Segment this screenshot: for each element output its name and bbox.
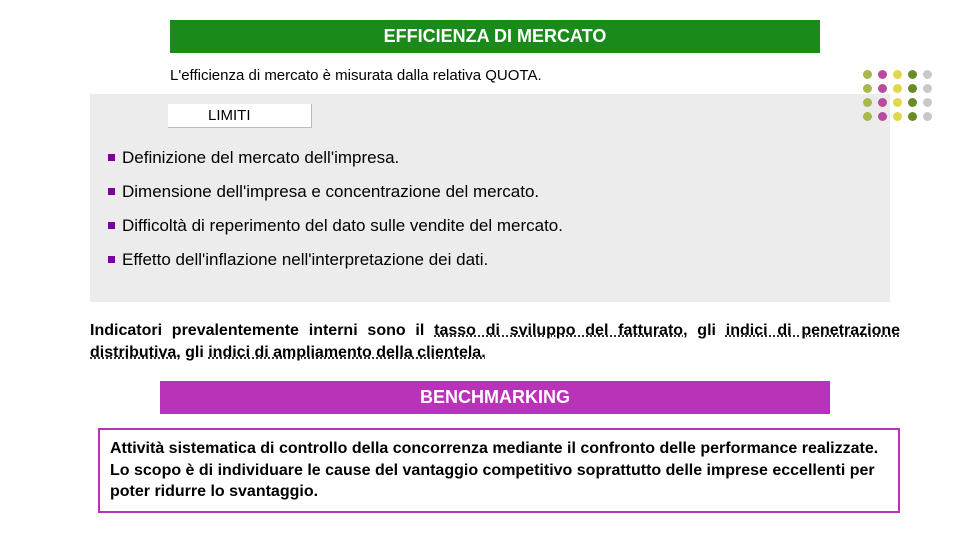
dot [893, 112, 902, 121]
underlined-term: indici di ampliamento della clientela. [208, 344, 485, 361]
list-item: Definizione del mercato dell'impresa. [108, 148, 872, 168]
decorative-dots [863, 70, 932, 121]
dot [878, 112, 887, 121]
dot [878, 70, 887, 79]
dot [893, 70, 902, 79]
dot [923, 112, 932, 121]
dots-col [923, 70, 932, 121]
dot [863, 84, 872, 93]
list-item: Effetto dell'inflazione nell'interpretaz… [108, 250, 872, 270]
limits-list: Definizione del mercato dell'impresa. Di… [108, 148, 872, 270]
dot [908, 70, 917, 79]
list-item: Dimensione dell'impresa e concentrazione… [108, 182, 872, 202]
intro-text: L'efficienza di mercato è misurata dalla… [170, 67, 900, 84]
text: Indicatori prevalentemente interni sono … [90, 322, 434, 339]
benchmarking-definition: Attività sistematica di controllo della … [98, 428, 900, 513]
dot [893, 98, 902, 107]
dot [908, 112, 917, 121]
dots-col [893, 70, 902, 121]
dot [878, 84, 887, 93]
dot [863, 112, 872, 121]
limits-panel: LIMITI Definizione del mercato dell'impr… [90, 94, 890, 302]
indicators-paragraph: Indicatori prevalentemente interni sono … [90, 320, 900, 363]
dot [878, 98, 887, 107]
dot [923, 84, 932, 93]
text: , gli [683, 322, 726, 339]
dot [893, 84, 902, 93]
dot [923, 70, 932, 79]
section-header-benchmarking: BENCHMARKING [160, 381, 830, 414]
dot [908, 98, 917, 107]
dot [908, 84, 917, 93]
dots-col [878, 70, 887, 121]
section-header-efficienza: EFFICIENZA DI MERCATO [170, 20, 820, 53]
dots-col [863, 70, 872, 121]
dots-col [908, 70, 917, 121]
dot [863, 70, 872, 79]
dot [863, 98, 872, 107]
underlined-term: tasso di sviluppo del fatturato [434, 322, 683, 339]
list-item: Difficoltà di reperimento del dato sulle… [108, 216, 872, 236]
limits-label: LIMITI [168, 104, 312, 128]
text: , gli [176, 344, 208, 361]
dot [923, 98, 932, 107]
